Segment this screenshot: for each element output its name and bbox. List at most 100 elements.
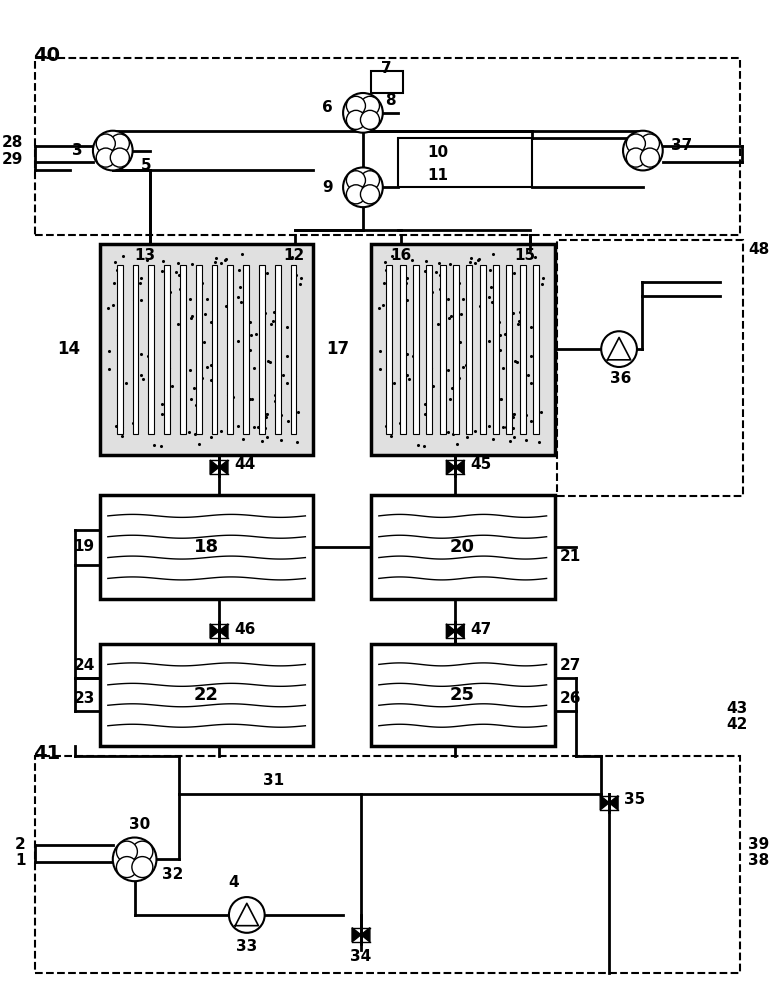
Point <box>437 425 449 441</box>
Point <box>516 323 529 339</box>
Point <box>186 256 198 272</box>
Circle shape <box>97 148 115 167</box>
Point <box>503 346 516 362</box>
Point <box>382 327 394 343</box>
Point <box>499 326 511 342</box>
Text: 42: 42 <box>727 717 747 732</box>
Point <box>288 315 300 331</box>
Point <box>199 306 211 322</box>
Polygon shape <box>219 460 228 474</box>
Point <box>453 275 465 291</box>
Point <box>522 367 534 383</box>
Point <box>158 395 171 411</box>
Point <box>172 316 184 332</box>
Point <box>468 423 481 439</box>
Point <box>259 420 271 436</box>
Point <box>128 331 141 347</box>
Point <box>190 397 203 413</box>
Circle shape <box>111 134 129 153</box>
Point <box>111 262 123 278</box>
Point <box>507 409 519 425</box>
Point <box>220 298 233 314</box>
Point <box>431 264 443 280</box>
Point <box>446 380 458 396</box>
Circle shape <box>93 131 133 170</box>
Point <box>401 292 414 308</box>
Bar <box>466 265 472 434</box>
Point <box>185 391 197 407</box>
Text: 26: 26 <box>560 691 581 706</box>
Point <box>419 263 431 279</box>
Point <box>264 354 276 370</box>
Text: 39: 39 <box>748 837 769 852</box>
Point <box>406 252 418 268</box>
Point <box>156 406 169 422</box>
Point <box>462 302 475 318</box>
Point <box>215 255 227 271</box>
Bar <box>274 265 281 434</box>
Polygon shape <box>219 624 228 638</box>
Bar <box>427 265 432 434</box>
Bar <box>386 265 393 434</box>
Point <box>173 267 186 283</box>
Point <box>248 360 261 376</box>
Point <box>408 363 421 379</box>
Bar <box>36 58 741 235</box>
Bar <box>227 265 233 434</box>
Point <box>433 255 445 271</box>
Circle shape <box>640 148 659 167</box>
Point <box>156 263 169 279</box>
Point <box>510 354 523 370</box>
Text: 35: 35 <box>624 792 645 807</box>
Text: 29: 29 <box>2 152 23 167</box>
Text: 24: 24 <box>73 658 95 673</box>
Circle shape <box>360 96 380 115</box>
Point <box>457 359 469 375</box>
Point <box>148 437 161 453</box>
Point <box>146 308 158 324</box>
Point <box>463 309 475 325</box>
Bar <box>117 265 123 434</box>
Point <box>162 360 175 376</box>
Point <box>486 246 499 262</box>
Circle shape <box>111 148 129 167</box>
Text: 16: 16 <box>390 248 411 263</box>
Point <box>435 388 448 404</box>
Circle shape <box>360 185 380 204</box>
Point <box>227 389 240 405</box>
Point <box>201 359 213 375</box>
Bar <box>132 265 138 434</box>
Text: 48: 48 <box>748 242 769 257</box>
Point <box>451 346 464 362</box>
Point <box>261 406 273 422</box>
Circle shape <box>229 897 264 933</box>
Circle shape <box>132 857 153 878</box>
Point <box>232 418 244 434</box>
Text: 6: 6 <box>322 100 333 115</box>
Point <box>185 310 197 326</box>
Point <box>500 419 512 435</box>
Point <box>525 413 537 429</box>
Point <box>525 348 537 364</box>
Point <box>244 327 257 343</box>
Circle shape <box>343 167 383 207</box>
Point <box>215 423 227 439</box>
Point <box>235 294 247 310</box>
Bar <box>493 265 499 434</box>
Point <box>395 370 407 386</box>
Point <box>493 314 506 330</box>
Point <box>291 434 303 450</box>
Point <box>193 436 206 452</box>
Point <box>448 265 461 281</box>
Bar <box>371 495 554 599</box>
Point <box>195 281 207 297</box>
Text: 34: 34 <box>350 949 372 964</box>
Point <box>374 343 386 359</box>
Point <box>115 419 128 435</box>
Point <box>531 368 543 384</box>
Text: 28: 28 <box>2 135 23 150</box>
Point <box>536 270 549 286</box>
Point <box>513 313 526 329</box>
Point <box>135 346 147 362</box>
Point <box>108 275 121 291</box>
